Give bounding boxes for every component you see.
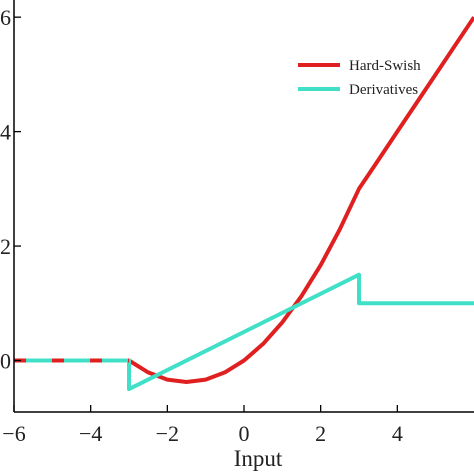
x-tick-label: 0 xyxy=(239,421,250,446)
plot-lines xyxy=(14,16,474,392)
x-axis-label: Input xyxy=(234,446,283,471)
series-line-derivatives xyxy=(14,272,474,392)
legend-label: Derivatives xyxy=(349,82,418,98)
x-tick-label: 2 xyxy=(315,421,326,446)
x-tick-label: −2 xyxy=(156,421,179,446)
y-tick-label: 4 xyxy=(0,120,11,145)
ticks: −6 −4 −2 0 2 4 0 2 4 6 xyxy=(0,5,403,446)
x-tick-label: −4 xyxy=(79,421,102,446)
legend: Hard-Swish Derivatives xyxy=(298,58,421,98)
y-tick-label: 2 xyxy=(0,234,11,259)
y-tick-label: 0 xyxy=(0,349,11,374)
y-tick-label: 6 xyxy=(0,5,11,30)
legend-label: Hard-Swish xyxy=(349,58,421,74)
x-tick-label: −6 xyxy=(2,421,25,446)
x-tick-label: 4 xyxy=(392,421,403,446)
